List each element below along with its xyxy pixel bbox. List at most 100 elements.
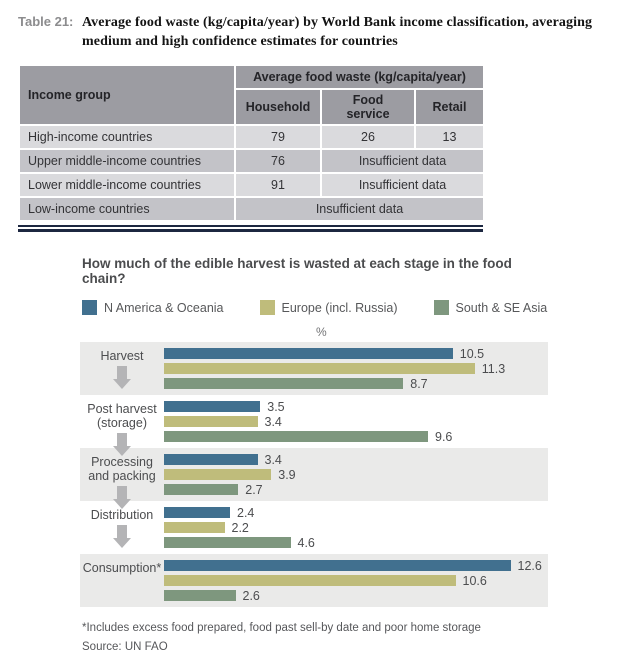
legend-label: Europe (incl. Russia)	[281, 300, 398, 315]
cell-insufficient-data: Insufficient data	[322, 174, 483, 196]
bar-value-label: 3.4	[264, 414, 282, 429]
arrow-head	[113, 379, 131, 389]
flow-down-arrow-icon	[113, 433, 131, 456]
percent-unit-label: %	[316, 325, 327, 339]
table-caption-line2: medium and high confidence estimates for…	[82, 34, 398, 49]
bar-value-label: 2.6	[242, 588, 260, 603]
bar-row: 12.6	[164, 558, 548, 573]
stage-bars: 2.4 2.2 4.6	[164, 506, 548, 554]
chart-source: Source: UN FAO	[82, 641, 168, 653]
table-header-row: Income group Average food waste (kg/capi…	[20, 66, 483, 124]
arrow-stem	[117, 366, 127, 379]
bar-row: 2.2	[164, 520, 548, 535]
rule-thick-line	[18, 229, 483, 232]
legend-swatch-icon	[259, 300, 275, 315]
arrow-head	[113, 538, 131, 548]
stage-chart: Harvest 10.5 11.3 8.7 Post harvest (storage)…	[80, 342, 548, 607]
stage-label-column: Harvest	[80, 347, 164, 395]
table-row-upper-middle-income: Upper middle-income countries 76 Insuffi…	[20, 150, 483, 172]
row-label: Low-income countries	[20, 198, 234, 220]
bar-value-label: 4.6	[297, 535, 315, 550]
bar	[164, 484, 239, 495]
chart-legend: N America & Oceania Europe (incl. Russia)…	[82, 300, 550, 315]
bar-value-label: 3.9	[278, 467, 296, 482]
bar-value-label: 2.2	[231, 520, 249, 535]
bar	[164, 431, 428, 442]
bar	[164, 537, 291, 548]
table-row-lower-middle-income: Lower middle-income countries 91 Insuffi…	[20, 174, 483, 196]
income-table: Income group Average food waste (kg/capi…	[18, 64, 485, 222]
cell-household: 76	[236, 150, 320, 172]
table-caption: Average food waste (kg/capita/year) by W…	[82, 13, 592, 51]
cell-food-service: 26	[322, 126, 414, 148]
stage-group: Harvest 10.5 11.3 8.7	[80, 342, 548, 395]
bar-row: 10.6	[164, 573, 548, 588]
bar	[164, 575, 456, 586]
arrow-stem	[117, 525, 127, 538]
stage-group: Processing and packing 3.4 3.9 2.7	[80, 448, 548, 509]
legend-label: N America & Oceania	[104, 300, 224, 315]
flow-down-arrow-icon	[113, 366, 131, 389]
chart-title: How much of the edible harvest is wasted…	[82, 256, 512, 286]
cell-household: 79	[236, 126, 320, 148]
stage-label: Consumption*	[82, 561, 162, 575]
arrow-head	[113, 446, 131, 456]
table-subheader-row: Household Food service Retail	[20, 90, 483, 124]
arrow-stem	[117, 433, 127, 446]
bar-value-label: 12.6	[517, 558, 542, 573]
stage-label: Post harvest (storage)	[87, 402, 157, 430]
bar	[164, 522, 225, 533]
table-row-low-income: Low-income countries Insufficient data	[20, 198, 483, 220]
bar	[164, 416, 258, 427]
bar-value-label: 3.4	[264, 452, 282, 467]
legend-item: South & SE Asia	[433, 300, 548, 315]
table-row-high-income: High-income countries 79 26 13	[20, 126, 483, 148]
table-number-label: Table 21:	[18, 14, 74, 29]
stage-bars: 12.6 10.6 2.6	[164, 559, 548, 607]
stage-group: Distribution 2.4 2.2 4.6	[80, 501, 548, 554]
bar-row: 2.4	[164, 505, 548, 520]
legend-item: Europe (incl. Russia)	[259, 300, 398, 315]
cell-household: 91	[236, 174, 320, 196]
flow-down-arrow-icon	[113, 486, 131, 509]
legend-item: N America & Oceania	[82, 300, 224, 315]
avg-food-waste-group-header: Average food waste (kg/capita/year)	[236, 66, 483, 88]
bar-value-label: 10.6	[462, 573, 487, 588]
legend-swatch-icon	[433, 300, 449, 315]
bar	[164, 560, 511, 571]
legend-label: South & SE Asia	[455, 300, 548, 315]
col-header-household: Household	[236, 90, 320, 124]
arrow-head	[113, 499, 131, 509]
bar-value-label: 2.4	[237, 505, 255, 520]
bar	[164, 363, 475, 374]
bar-row: 11.3	[164, 361, 548, 376]
col-header-retail: Retail	[416, 90, 483, 124]
row-label: Lower middle-income countries	[20, 174, 234, 196]
stage-bars: 3.4 3.9 2.7	[164, 453, 548, 501]
bar-value-label: 11.3	[481, 361, 506, 376]
rule-thin-line	[18, 225, 483, 227]
stage-label-column: Consumption*	[80, 559, 164, 607]
bar-row: 8.7	[164, 377, 548, 391]
row-label: Upper middle-income countries	[20, 150, 234, 172]
bar	[164, 590, 236, 601]
legend-swatch-icon	[82, 300, 97, 315]
income-group-header: Income group	[20, 66, 234, 124]
stage-group: Post harvest (storage) 3.5 3.4 9.6	[80, 395, 548, 456]
cell-insufficient-data: Insufficient data	[236, 198, 483, 220]
bar-row: 9.6	[164, 430, 548, 444]
table-bottom-rule	[18, 225, 483, 232]
chart-footnote: *Includes excess food prepared, food pas…	[82, 622, 481, 634]
stage-bars: 10.5 11.3 8.7	[164, 347, 548, 395]
bar-row: 3.5	[164, 400, 548, 414]
bar	[164, 469, 272, 480]
bar	[164, 378, 404, 389]
stage-label: Harvest	[100, 349, 144, 363]
bar-row: 3.9	[164, 467, 548, 482]
stage-label-column: Processing and packing	[80, 453, 164, 509]
table-caption-block: Table 21: Average food waste (kg/capita/…	[18, 13, 608, 51]
cell-retail: 13	[416, 126, 483, 148]
stage-group: Consumption* 12.6 10.6 2.6	[80, 554, 548, 607]
stage-label: Distribution	[90, 508, 154, 522]
bar-value-label: 2.7	[245, 482, 263, 497]
